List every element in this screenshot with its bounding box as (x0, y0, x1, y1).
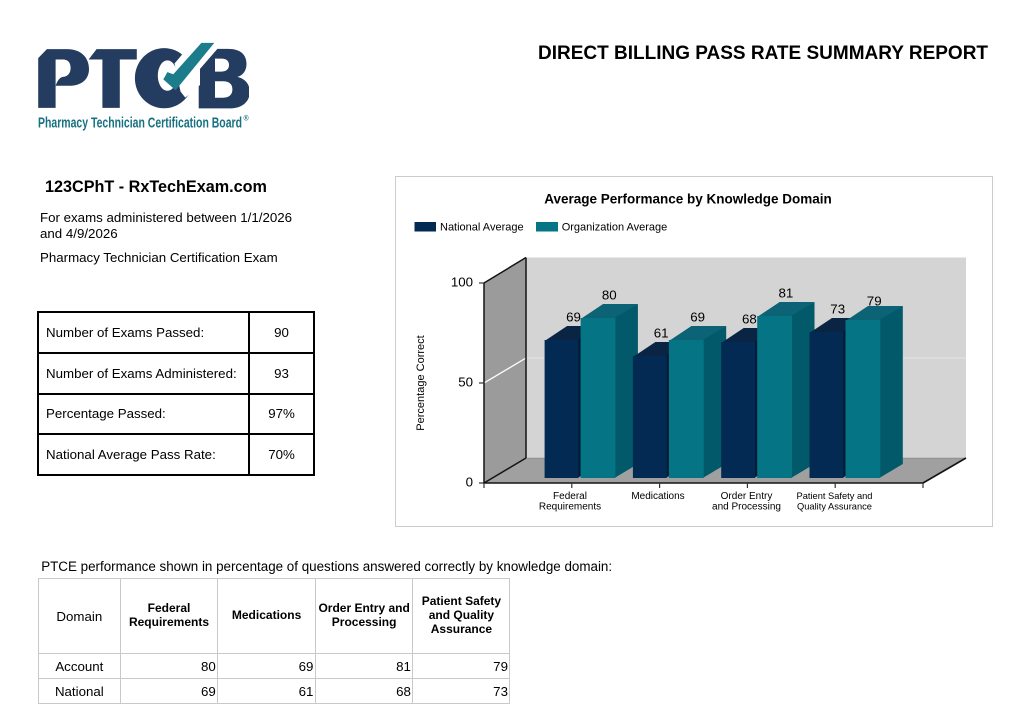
svg-text:and Processing: and Processing (712, 501, 781, 512)
svg-text:100: 100 (451, 275, 473, 290)
svg-text:Organization Average: Organization Average (562, 222, 668, 234)
svg-text:National Average: National Average (440, 222, 524, 234)
svg-text:Average Performance by Knowled: Average Performance by Knowledge Domain (544, 192, 832, 207)
svg-text:Patient Safety and: Patient Safety and (797, 491, 873, 501)
svg-text:0: 0 (466, 474, 473, 489)
svg-text:73: 73 (830, 301, 845, 316)
svg-text:Percentage Correct: Percentage Correct (415, 335, 427, 430)
svg-text:80: 80 (602, 287, 617, 302)
svg-text:Federal: Federal (553, 491, 587, 502)
svg-text:Quality Assurance: Quality Assurance (797, 501, 872, 511)
svg-text:50: 50 (458, 374, 473, 389)
svg-text:Order Entry: Order Entry (721, 491, 773, 502)
svg-text:81: 81 (779, 285, 794, 300)
svg-text:69: 69 (566, 309, 581, 324)
svg-text:61: 61 (654, 325, 669, 340)
svg-text:Requirements: Requirements (539, 501, 601, 512)
svg-text:69: 69 (690, 309, 705, 324)
svg-text:79: 79 (867, 293, 882, 308)
svg-text:®: ® (244, 115, 250, 123)
svg-text:68: 68 (742, 311, 757, 326)
svg-text:Medications: Medications (631, 491, 684, 502)
svg-text:Pharmacy Technician Certificat: Pharmacy Technician Certification Board (38, 115, 242, 132)
